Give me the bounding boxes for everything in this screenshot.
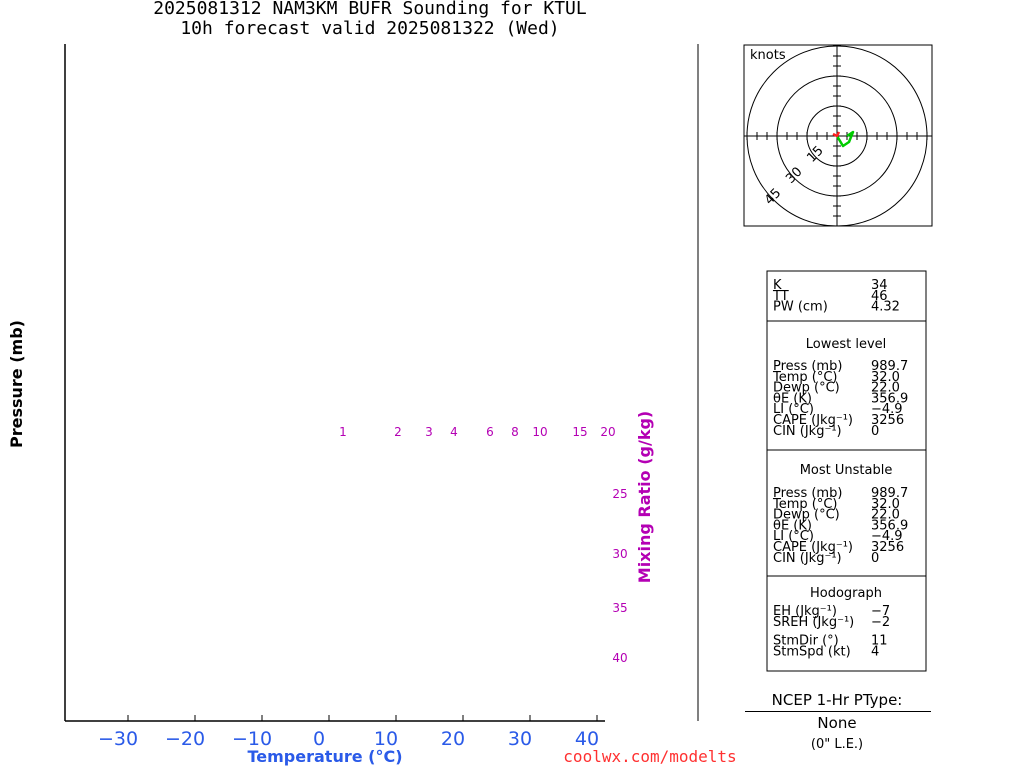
mixing-ratio-axis-label: Mixing Ratio (g/kg) bbox=[635, 411, 654, 583]
ptype-title: NCEP 1-Hr PType: bbox=[742, 691, 932, 709]
mixing-ratio-label: 3 bbox=[425, 425, 433, 439]
mixing-ratio-label: 2 bbox=[394, 425, 402, 439]
indices-section-title: Lowest level bbox=[806, 337, 887, 352]
mixing-ratio-label: 15 bbox=[572, 425, 587, 439]
ptype-note: (0" L.E.) bbox=[742, 737, 932, 752]
indices-row-label: SREH (Jkg⁻¹) bbox=[773, 615, 854, 630]
indices-row-label: CIN (Jkg⁻¹) bbox=[773, 551, 842, 566]
hodograph-units-label: knots bbox=[750, 48, 786, 63]
indices-row-value: 0 bbox=[871, 551, 879, 566]
indices-row-value: 4 bbox=[871, 644, 879, 659]
ptype-divider bbox=[745, 711, 931, 712]
ptype-value: None bbox=[742, 714, 932, 732]
mixing-ratio-label: 1 bbox=[339, 425, 347, 439]
mixing-ratio-label: 30 bbox=[612, 547, 627, 561]
indices-row-label: PW (cm) bbox=[773, 300, 828, 315]
mixing-ratio-label: 35 bbox=[612, 601, 627, 615]
credit-text: coolwx.com/modelts bbox=[563, 747, 736, 766]
x-tick-label: 20 bbox=[441, 728, 465, 750]
indices-row-label: StmSpd (kt) bbox=[773, 644, 851, 659]
indices-section-title: Most Unstable bbox=[800, 463, 893, 478]
mixing-ratio-label: 20 bbox=[600, 425, 615, 439]
mixing-ratio-label: 8 bbox=[511, 425, 519, 439]
mixing-ratio-label: 40 bbox=[612, 651, 627, 665]
indices-row-value: 4.32 bbox=[871, 300, 900, 315]
x-tick-label: −20 bbox=[165, 728, 205, 750]
mixing-ratio-label: 6 bbox=[486, 425, 494, 439]
x-tick-label: −30 bbox=[98, 728, 138, 750]
indices-row-value: −2 bbox=[871, 615, 890, 630]
mixing-ratio-label: 10 bbox=[532, 425, 547, 439]
x-tick-label: 30 bbox=[508, 728, 532, 750]
indices-row-value: 0 bbox=[871, 424, 879, 439]
mixing-ratio-label: 25 bbox=[612, 487, 627, 501]
x-axis-label: Temperature (°C) bbox=[247, 747, 402, 766]
y-axis-label: Pressure (mb) bbox=[7, 320, 26, 448]
mixing-ratio-label: 4 bbox=[450, 425, 458, 439]
indices-row-label: CIN (Jkg⁻¹) bbox=[773, 424, 842, 439]
indices-section-title: Hodograph bbox=[810, 586, 882, 601]
